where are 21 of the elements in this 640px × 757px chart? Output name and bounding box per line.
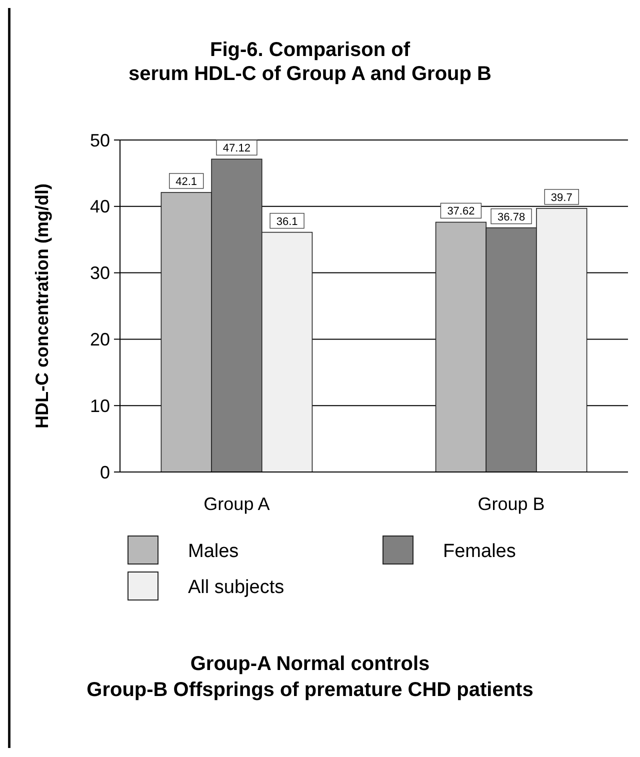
data-label: 37.62 — [447, 206, 475, 218]
data-label: 39.7 — [550, 192, 572, 204]
y-tick-label: 30 — [90, 263, 110, 284]
data-label: 36.78 — [498, 211, 526, 224]
legend-label: All subjects — [188, 577, 284, 598]
y-tick-label: 20 — [90, 330, 110, 350]
text: Group-B Offsprings of premature CHD patients — [86, 679, 534, 701]
data-label: 47.12 — [222, 142, 250, 155]
data-label: 36.1 — [276, 216, 298, 228]
legend-label: Males — [188, 541, 239, 562]
text: Group-A Normal controls — [190, 653, 430, 675]
legend-label: Females — [443, 541, 516, 562]
y-tick-label: 10 — [90, 396, 110, 416]
chart-title: Fig-6. Comparison of serum HDL-C of Group A and Group B — [128, 39, 492, 85]
y-tick-label: 50 — [90, 130, 110, 150]
x-tick-label: Group B — [478, 494, 545, 514]
y-tick-label: 0 — [100, 462, 110, 482]
y-tick-label: 40 — [90, 196, 110, 217]
data-label: 42.1 — [176, 176, 198, 188]
y-axis-title: HDL-C concentration (mg/dl) — [32, 184, 52, 428]
x-tick-label: Group A — [204, 494, 270, 514]
